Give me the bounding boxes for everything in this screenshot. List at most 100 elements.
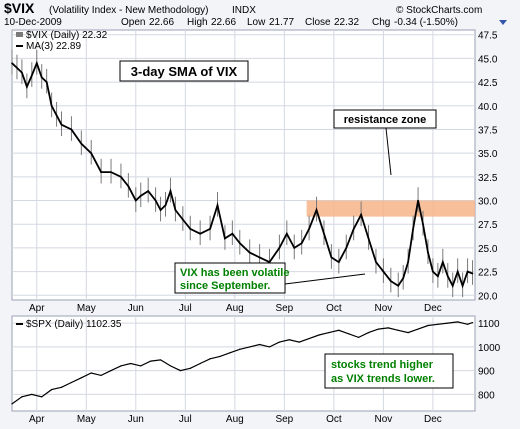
- spx-data-point: [268, 346, 271, 348]
- y-tick-label: 20.0: [478, 291, 498, 302]
- spx-data-point: [358, 336, 360, 338]
- x-tick-label: May: [77, 303, 96, 314]
- resistance-label-box: [333, 109, 437, 129]
- spx-data-point: [407, 332, 409, 334]
- x-tick-label: May: [77, 414, 96, 425]
- y-tick-label: 37.5: [478, 125, 498, 136]
- chg-down-arrow-icon: [499, 20, 507, 25]
- high-label: High: [187, 17, 208, 28]
- spx-data-point: [169, 365, 172, 367]
- spx-data-point: [110, 370, 112, 372]
- spx-x-axis: Apr May Jun Jul Aug Sep Oct Nov Dec: [29, 414, 442, 425]
- spx-data-point: [397, 329, 399, 331]
- y-tick-label: 1100: [478, 319, 500, 330]
- volatile-note-line2: since September.: [180, 280, 271, 292]
- spx-data-point: [367, 332, 370, 334]
- spx-data-point: [120, 365, 122, 367]
- spx-data-point: [249, 346, 251, 348]
- title-box: [119, 60, 249, 82]
- volatile-note-line1: VIX has been volatile: [180, 267, 289, 279]
- spx-close-points: [11, 321, 474, 405]
- spx-data-point: [466, 323, 469, 325]
- watermark: © StockCharts.com: [396, 5, 482, 16]
- x-tick-label: Dec: [424, 303, 442, 314]
- spx-data-point: [199, 362, 201, 365]
- open-value: 22.66: [149, 17, 174, 28]
- y-tick-label: 30.0: [478, 197, 498, 208]
- trend-note-box: [324, 353, 454, 389]
- low-value: 21.77: [269, 17, 294, 28]
- y-tick-label: 45.0: [478, 54, 498, 65]
- spx-data-point: [100, 374, 102, 376]
- chg-label: Chg: [372, 17, 390, 28]
- spx-grid: [12, 316, 475, 411]
- x-tick-label: Nov: [374, 414, 392, 425]
- header-date: 10-Dec-2009: [4, 17, 62, 28]
- x-tick-label: Sep: [275, 414, 293, 425]
- y-tick-label: 900: [478, 367, 495, 378]
- spx-data-point: [377, 328, 380, 330]
- vix-y-axis: 47.5 45.0 42.5 40.0 37.5 35.0 32.5 30.0 27.5 25.0…: [478, 31, 498, 303]
- spx-data-point: [328, 332, 330, 334]
- spx-data-point: [258, 343, 261, 346]
- x-tick-label: Oct: [326, 414, 342, 425]
- spx-data-point: [387, 327, 389, 329]
- volatile-note-box: [174, 262, 286, 294]
- vix-sma-line: [11, 60, 473, 289]
- y-tick-label: 27.5: [478, 220, 498, 231]
- resistance-label: resistance zone: [344, 114, 427, 126]
- spx-data-point: [31, 393, 33, 395]
- resistance-zone-band: [306, 200, 475, 217]
- spx-data-point: [457, 321, 459, 323]
- x-tick-label: Jun: [128, 303, 144, 314]
- spx-data-point: [298, 341, 300, 343]
- sma-legend-label: MA(3) 22.89: [26, 41, 81, 52]
- spx-data-point: [471, 322, 474, 324]
- spx-data-point: [159, 359, 162, 361]
- chg-value: -0.34 (-1.50%): [394, 17, 458, 28]
- spx-data-point: [189, 367, 191, 369]
- low-label: Low: [247, 17, 266, 28]
- y-tick-label: 35.0: [478, 149, 498, 160]
- spx-y-axis: 1100 1000 900 800: [478, 319, 501, 401]
- spx-data-point: [308, 337, 310, 340]
- y-tick-label: 47.5: [478, 31, 498, 42]
- trend-note-line1: stocks trend higher: [331, 359, 434, 371]
- y-tick-label: 1000: [478, 343, 501, 354]
- spx-data-point: [437, 323, 439, 325]
- spx-data-point: [447, 322, 449, 324]
- spx-data-point: [239, 348, 241, 350]
- spx-data-point: [288, 339, 290, 341]
- spx-data-point: [51, 389, 53, 391]
- spx-data-point: [140, 365, 142, 367]
- y-tick-label: 32.5: [478, 173, 498, 184]
- x-tick-label: Jun: [128, 414, 144, 425]
- y-tick-label: 800: [478, 390, 495, 401]
- spx-data-point: [130, 362, 132, 365]
- x-tick-label: Nov: [374, 303, 392, 314]
- x-tick-label: Oct: [326, 303, 342, 314]
- y-tick-label: 42.5: [478, 78, 498, 89]
- spx-data-point: [318, 334, 320, 336]
- volatile-pointer: [284, 273, 366, 285]
- x-tick-label: Dec: [424, 414, 442, 425]
- chart-title: 3-day SMA of VIX: [131, 64, 238, 79]
- spx-data-point: [219, 355, 221, 357]
- spx-price-line: [11, 321, 473, 405]
- ticker-description: (Volatility Index - New Methodology): [49, 5, 209, 16]
- x-tick-label: Aug: [226, 414, 244, 425]
- vix-x-axis: Apr May Jun Jul Aug Sep Oct Nov Dec: [29, 303, 442, 314]
- y-tick-label: 25.0: [478, 244, 498, 255]
- spx-data-point: [60, 386, 63, 388]
- x-tick-label: Apr: [29, 303, 45, 314]
- spx-data-point: [417, 328, 419, 330]
- x-tick-label: Jul: [179, 303, 192, 314]
- spx-data-point: [70, 381, 73, 384]
- spx-data-point: [229, 352, 231, 354]
- y-tick-label: 40.0: [478, 102, 498, 113]
- vix-legend-swatch: [16, 32, 23, 37]
- spx-data-point: [179, 370, 181, 372]
- resistance-pointer: [385, 127, 392, 176]
- spx-data-point: [338, 329, 340, 331]
